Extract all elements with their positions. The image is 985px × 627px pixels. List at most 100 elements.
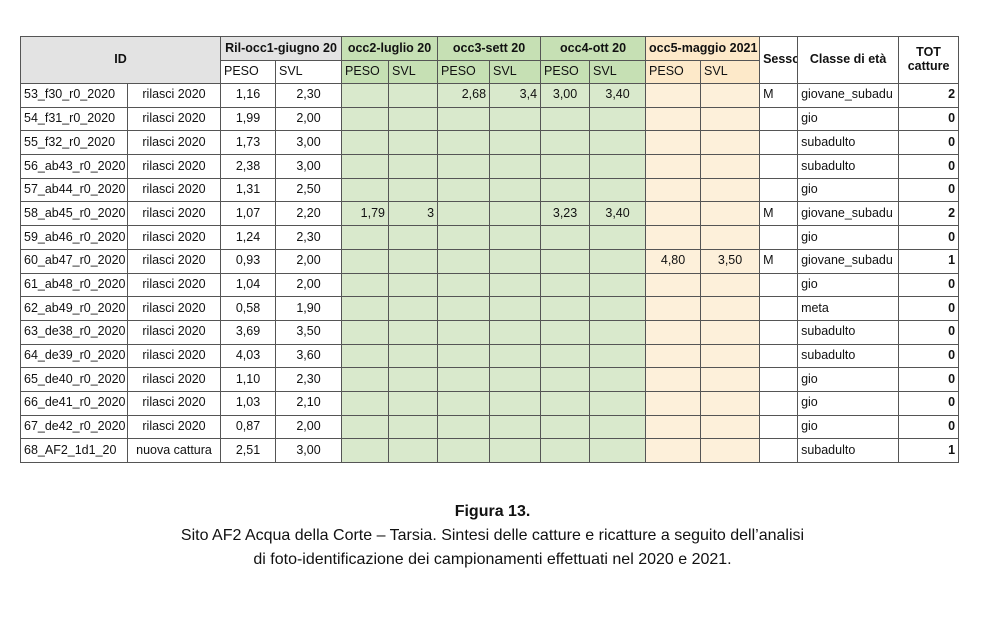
table-cell (489, 106, 542, 132)
sub-header: SVL (388, 60, 439, 84)
table-cell (759, 130, 799, 156)
sub-header: SVL (700, 60, 761, 84)
table-cell (341, 177, 390, 203)
table-cell (437, 177, 491, 203)
capture-table: ID Ril-occ1-giugno 20 occ2-luglio 20 occ3-s… (20, 36, 960, 463)
table-row: 66_de41_r0_2020 rilasci 2020 1,03 2,10 gio 0 (20, 390, 960, 416)
table-cell (489, 130, 542, 156)
table-cell (759, 343, 799, 369)
table-cell: 1,90 (274, 296, 343, 321)
table-cell: 63_de38_r0_2020 (20, 319, 128, 345)
table-cell (700, 414, 761, 440)
caption-line: Sito AF2 Acqua della Corte – Tarsia. Sin… (180, 527, 805, 544)
table-cell: 1,03 (220, 390, 276, 416)
table-cell: rilasci 2020 (127, 343, 221, 369)
table-cell (437, 438, 491, 463)
table-cell: 3,40 (589, 83, 647, 108)
table-cell: 67_de42_r0_2020 (20, 414, 128, 440)
table-row: 64_de39_r0_2020 rilasci 2020 4,03 3,60 subad… (20, 343, 960, 369)
table-cell: 64_de39_r0_2020 (20, 343, 128, 369)
table-cell: 1,10 (220, 367, 276, 392)
table-cell: 4,80 (645, 248, 702, 274)
table-row: 54_f31_r0_2020 rilasci 2020 1,99 2,00 gio 0 (20, 106, 960, 132)
table-cell (437, 343, 491, 369)
table-cell (700, 319, 761, 345)
table-cell: 0 (898, 272, 960, 298)
table-cell (341, 319, 390, 345)
table-cell (700, 343, 761, 369)
table-cell: 2,51 (220, 438, 276, 463)
table-cell (589, 296, 647, 321)
table-cell (489, 154, 542, 179)
table-cell: gio (797, 225, 900, 250)
table-cell (540, 248, 591, 274)
table-cell (540, 106, 591, 132)
table-cell (437, 225, 491, 250)
table-cell (645, 177, 702, 203)
table-cell: 2 (898, 83, 960, 108)
table-cell (759, 367, 799, 392)
table-cell: rilasci 2020 (127, 367, 221, 392)
table-row: 59_ab46_r0_2020 rilasci 2020 1,24 2,30 gio 0 (20, 225, 960, 250)
table-cell: 2 (898, 201, 960, 227)
table-cell (540, 414, 591, 440)
table-cell: 1,99 (220, 106, 276, 132)
table-cell: 2,00 (274, 248, 343, 274)
table-cell: 3,23 (540, 201, 591, 227)
table-cell (589, 319, 647, 345)
table-cell: 1,24 (220, 225, 276, 250)
sub-header: PESO (540, 60, 591, 84)
table-cell: 0 (898, 367, 960, 392)
table-cell: rilasci 2020 (127, 83, 221, 108)
table-cell (700, 390, 761, 416)
table-cell (388, 83, 439, 108)
table-cell (341, 414, 390, 440)
table-cell: 55_f32_r0_2020 (20, 130, 128, 156)
table-cell: giovane_subadu (797, 201, 900, 227)
sub-header: SVL (489, 60, 542, 84)
table-cell (437, 130, 491, 156)
sub-header: SVL (274, 60, 343, 84)
table-cell: 1,07 (220, 201, 276, 227)
table-cell (489, 248, 542, 274)
caption: Figura 13. Sito AF2 Acqua della Corte – … (0, 500, 985, 572)
table-cell (589, 343, 647, 369)
table-cell (341, 343, 390, 369)
table-cell: 0 (898, 414, 960, 440)
table-cell: 60_ab47_r0_2020 (20, 248, 128, 274)
table-cell: 2,30 (274, 83, 343, 108)
table-cell: 2,68 (437, 83, 491, 108)
table-cell (589, 177, 647, 203)
table-row: 56_ab43_r0_2020 rilasci 2020 2,38 3,00 subad… (20, 154, 960, 179)
sub-header: PESO (220, 60, 276, 84)
table-cell (759, 438, 799, 463)
table-cell (341, 367, 390, 392)
table-row: 68_AF2_1d1_20 nuova cattura 2,51 3,00 subadu… (20, 438, 960, 463)
table-cell (540, 390, 591, 416)
table-cell (589, 272, 647, 298)
table-cell (388, 319, 439, 345)
table-cell: 58_ab45_r0_2020 (20, 201, 128, 227)
table-cell: 3 (388, 201, 439, 227)
table-cell: rilasci 2020 (127, 296, 221, 321)
table-cell (341, 154, 390, 179)
table-row: 67_de42_r0_2020 rilasci 2020 0,87 2,00 gio 0 (20, 414, 960, 440)
table-row: 57_ab44_r0_2020 rilasci 2020 1,31 2,50 gio 0 (20, 177, 960, 203)
table-cell (589, 248, 647, 274)
group-header: Sesso (759, 36, 799, 84)
sub-header: SVL (589, 60, 647, 84)
table-cell: 1,73 (220, 130, 276, 156)
table-cell: rilasci 2020 (127, 319, 221, 345)
table-body: ID Ril-occ1-giugno 20 occ2-luglio 20 occ3-s… (20, 36, 960, 463)
table-cell (540, 130, 591, 156)
table-cell (437, 272, 491, 298)
table-cell (645, 83, 702, 108)
table-cell: rilasci 2020 (127, 272, 221, 298)
table-cell (700, 296, 761, 321)
table-cell (700, 130, 761, 156)
table-cell (589, 154, 647, 179)
table-cell: 0,87 (220, 414, 276, 440)
table-cell (540, 296, 591, 321)
table-cell (437, 154, 491, 179)
table-cell (540, 319, 591, 345)
